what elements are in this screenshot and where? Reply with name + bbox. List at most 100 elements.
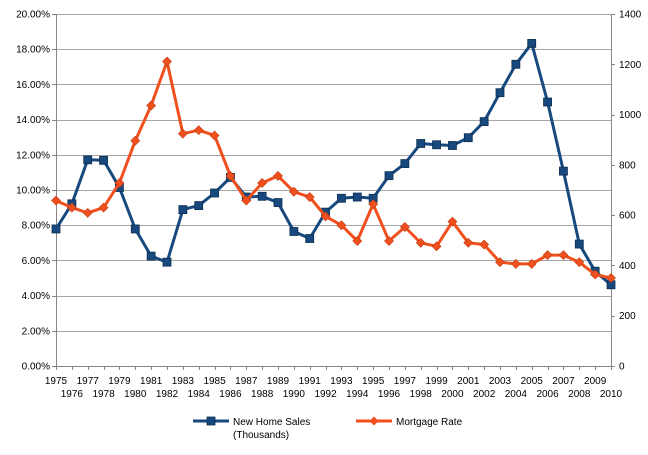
data-point-mortgage-rate bbox=[352, 236, 363, 246]
data-point-mortgage-rate bbox=[193, 125, 204, 136]
data-point-mortgage-rate bbox=[130, 135, 141, 146]
data-point-new-home-sales bbox=[289, 227, 299, 236]
y-left-tick-label: 20.00% bbox=[16, 10, 50, 21]
data-point-new-home-sales bbox=[162, 257, 172, 267]
x-tick-label: 2009 bbox=[584, 376, 607, 387]
y-right-tick-label: 1000 bbox=[619, 110, 642, 121]
data-point-new-home-sales bbox=[51, 224, 61, 234]
y-left-tick-label: 18.00% bbox=[16, 45, 50, 56]
data-point-new-home-sales bbox=[574, 239, 584, 249]
data-point-mortgage-rate bbox=[590, 269, 601, 280]
data-point-mortgage-rate bbox=[162, 56, 172, 67]
x-tick-label: 1990 bbox=[283, 389, 306, 400]
data-point-mortgage-rate bbox=[114, 178, 125, 188]
legend-label-new-home-sales: (Thousands) bbox=[233, 430, 289, 441]
data-point-new-home-sales bbox=[146, 251, 156, 261]
data-point-new-home-sales bbox=[257, 191, 267, 201]
x-tick-label: 1996 bbox=[378, 389, 401, 400]
y-right-tick-label: 800 bbox=[619, 160, 636, 171]
y-right-tick-label: 0 bbox=[619, 362, 625, 373]
data-point-mortgage-rate bbox=[479, 239, 490, 250]
data-point-mortgage-rate bbox=[415, 237, 426, 248]
data-point-new-home-sales bbox=[384, 171, 394, 181]
data-point-mortgage-rate bbox=[384, 236, 394, 246]
data-point-mortgage-rate bbox=[447, 216, 458, 227]
x-tick-label: 1992 bbox=[314, 389, 337, 400]
y-left-tick-label: 8.00% bbox=[22, 221, 50, 232]
x-tick-label: 1978 bbox=[92, 389, 115, 400]
x-tick-label: 2010 bbox=[600, 389, 623, 400]
y-left-tick-label: 4.00% bbox=[22, 291, 50, 302]
data-point-new-home-sales bbox=[543, 97, 552, 107]
x-tick-label: 1983 bbox=[172, 376, 195, 387]
x-tick-label: 1980 bbox=[124, 389, 147, 400]
data-point-mortgage-rate bbox=[66, 202, 77, 213]
x-tick-label: 1988 bbox=[251, 389, 274, 400]
data-point-new-home-sales bbox=[273, 198, 283, 207]
data-point-mortgage-rate bbox=[336, 220, 347, 231]
data-point-mortgage-rate bbox=[399, 222, 410, 232]
data-point-new-home-sales bbox=[210, 188, 219, 198]
data-point-mortgage-rate bbox=[431, 241, 442, 252]
x-tick-label: 1981 bbox=[140, 376, 163, 387]
x-tick-label: 2001 bbox=[457, 376, 480, 387]
data-point-mortgage-rate bbox=[51, 195, 61, 206]
x-tick-label: 1993 bbox=[330, 376, 353, 387]
x-tick-label: 1982 bbox=[156, 389, 179, 400]
data-point-new-home-sales bbox=[432, 140, 441, 150]
y-right-tick-label: 1200 bbox=[619, 60, 642, 71]
data-point-mortgage-rate bbox=[177, 128, 188, 139]
x-tick-label: 2006 bbox=[536, 389, 559, 400]
data-point-mortgage-rate bbox=[241, 195, 252, 206]
x-tick-label: 1985 bbox=[203, 376, 226, 387]
data-point-mortgage-rate bbox=[320, 211, 331, 222]
x-tick-label: 1976 bbox=[61, 389, 84, 400]
data-point-mortgage-rate bbox=[209, 130, 220, 141]
data-point-new-home-sales bbox=[305, 234, 315, 243]
data-point-new-home-sales bbox=[178, 205, 188, 215]
data-point-new-home-sales bbox=[511, 59, 521, 69]
y-right-tick-label: 600 bbox=[619, 211, 636, 222]
data-point-mortgage-rate bbox=[225, 170, 236, 181]
data-point-new-home-sales bbox=[495, 88, 505, 98]
x-tick-label: 2003 bbox=[489, 376, 512, 387]
y-right-tick-label: 1400 bbox=[619, 10, 642, 21]
x-tick-label: 2002 bbox=[473, 389, 496, 400]
x-tick-label: 2008 bbox=[568, 389, 591, 400]
data-point-new-home-sales bbox=[559, 166, 568, 176]
data-point-mortgage-rate bbox=[495, 257, 505, 268]
data-point-mortgage-rate bbox=[542, 250, 553, 261]
data-point-mortgage-rate bbox=[558, 250, 569, 261]
x-tick-label: 2004 bbox=[505, 389, 528, 400]
data-point-new-home-sales bbox=[400, 159, 410, 169]
y-left-tick-label: 2.00% bbox=[22, 326, 50, 337]
data-point-new-home-sales bbox=[194, 201, 204, 210]
data-point-mortgage-rate bbox=[526, 258, 537, 269]
x-tick-label: 1994 bbox=[346, 389, 369, 400]
x-tick-label: 1977 bbox=[77, 376, 100, 387]
y-left-tick-label: 14.00% bbox=[16, 115, 50, 126]
data-point-mortgage-rate bbox=[606, 273, 616, 283]
data-point-mortgage-rate bbox=[510, 258, 521, 269]
data-point-mortgage-rate bbox=[463, 237, 474, 248]
data-point-new-home-sales bbox=[83, 155, 93, 165]
x-tick-label: 2000 bbox=[441, 389, 464, 400]
data-point-new-home-sales bbox=[479, 117, 489, 127]
x-tick-label: 1999 bbox=[425, 376, 448, 387]
data-point-mortgage-rate bbox=[146, 100, 157, 111]
series-line-new-home-sales bbox=[54, 41, 612, 286]
y-right-tick-label: 200 bbox=[619, 311, 636, 322]
y-left-tick-label: 6.00% bbox=[22, 256, 50, 267]
x-tick-label: 1984 bbox=[188, 389, 211, 400]
data-point-new-home-sales bbox=[527, 39, 537, 48]
data-point-new-home-sales bbox=[352, 192, 362, 202]
x-tick-label: 1991 bbox=[299, 376, 322, 387]
legend-marker-new-home-sales bbox=[206, 416, 216, 426]
data-point-mortgage-rate bbox=[273, 170, 283, 181]
data-point-mortgage-rate bbox=[304, 192, 315, 202]
legend-label-mortgage-rate: Mortgage Rate bbox=[396, 417, 463, 428]
x-tick-label: 1998 bbox=[410, 389, 433, 400]
legend-label-new-home-sales: New Home Sales bbox=[233, 417, 310, 428]
